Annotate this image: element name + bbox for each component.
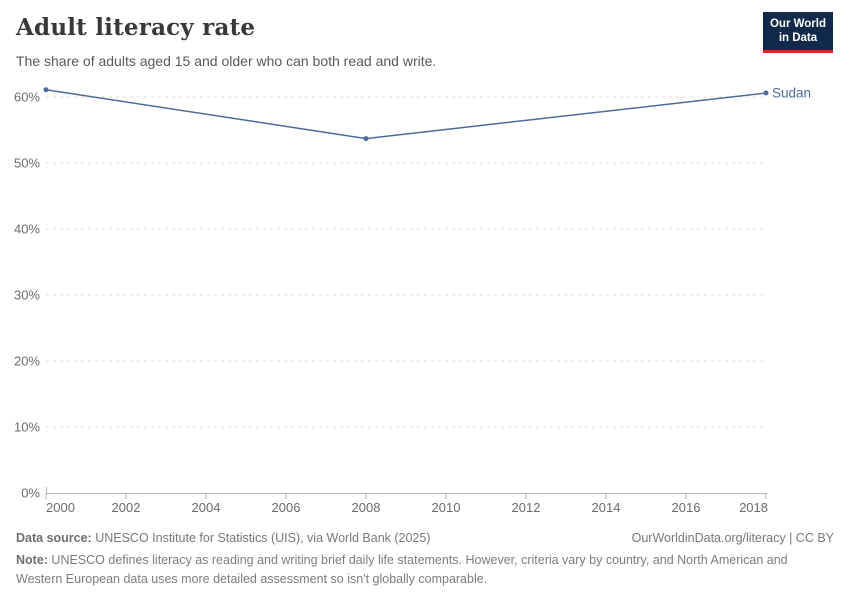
entity-label-sudan[interactable]: Sudan	[772, 86, 811, 101]
data-point-sudan-2000[interactable]	[43, 87, 49, 93]
x-tick-label-2004: 2004	[192, 500, 221, 515]
y-tick-label-40: 40%	[14, 222, 40, 237]
x-tick-label-2002: 2002	[112, 500, 141, 515]
x-tick-label-2008: 2008	[352, 500, 381, 515]
y-tick-label-50: 50%	[14, 156, 40, 171]
chart-footer: Data source: UNESCO Institute for Statis…	[0, 531, 850, 590]
owid-logo[interactable]: Our World in Data	[762, 12, 833, 53]
footnote-label: Note:	[16, 553, 48, 567]
x-tick-label-2006: 2006	[272, 500, 301, 515]
x-tick-label-2012: 2012	[512, 500, 541, 515]
chart-svg[interactable]: 0% 10% 20% 30% 40% 50% 60% 2000 2002 2004 2006 2008…	[0, 75, 850, 525]
y-tick-label-60: 60%	[14, 90, 40, 105]
chart-plot-area[interactable]: 0% 10% 20% 30% 40% 50% 60% 2000 2002 2004 2006 2008…	[0, 75, 850, 525]
y-tick-label-0: 0%	[21, 486, 40, 501]
x-tick-label-2016: 2016	[672, 500, 701, 515]
x-tick-label-2010: 2010	[432, 500, 461, 515]
owid-logo-line2: in Data	[778, 32, 818, 45]
license-link[interactable]: OurWorldinData.org/literacy | CC BY	[631, 531, 834, 545]
data-source-text: UNESCO Institute for Statistics (UIS), v…	[91, 531, 431, 545]
x-tick-label-2014: 2014	[592, 500, 621, 515]
data-point-sudan-2018[interactable]	[763, 90, 769, 96]
page-title: Adult literacy rate	[16, 14, 256, 41]
y-tick-label-30: 30%	[14, 288, 40, 303]
data-source-label: Data source:	[16, 531, 92, 545]
data-source-line: Data source: UNESCO Institute for Statis…	[16, 531, 431, 545]
x-tick-label-2018: 2018	[739, 500, 768, 515]
data-point-sudan-2008[interactable]	[363, 136, 369, 142]
footnote-text: UNESCO defines literacy as reading and w…	[16, 553, 788, 587]
chart-subtitle: The share of adults aged 15 and older wh…	[16, 53, 437, 69]
y-tick-label-20: 20%	[14, 354, 40, 369]
footnote: Note: UNESCO defines literacy as reading…	[16, 551, 834, 590]
x-tick-label-2000: 2000	[46, 500, 75, 515]
owid-logo-line1: Our World	[769, 18, 826, 30]
y-tick-label-10: 10%	[14, 420, 40, 435]
